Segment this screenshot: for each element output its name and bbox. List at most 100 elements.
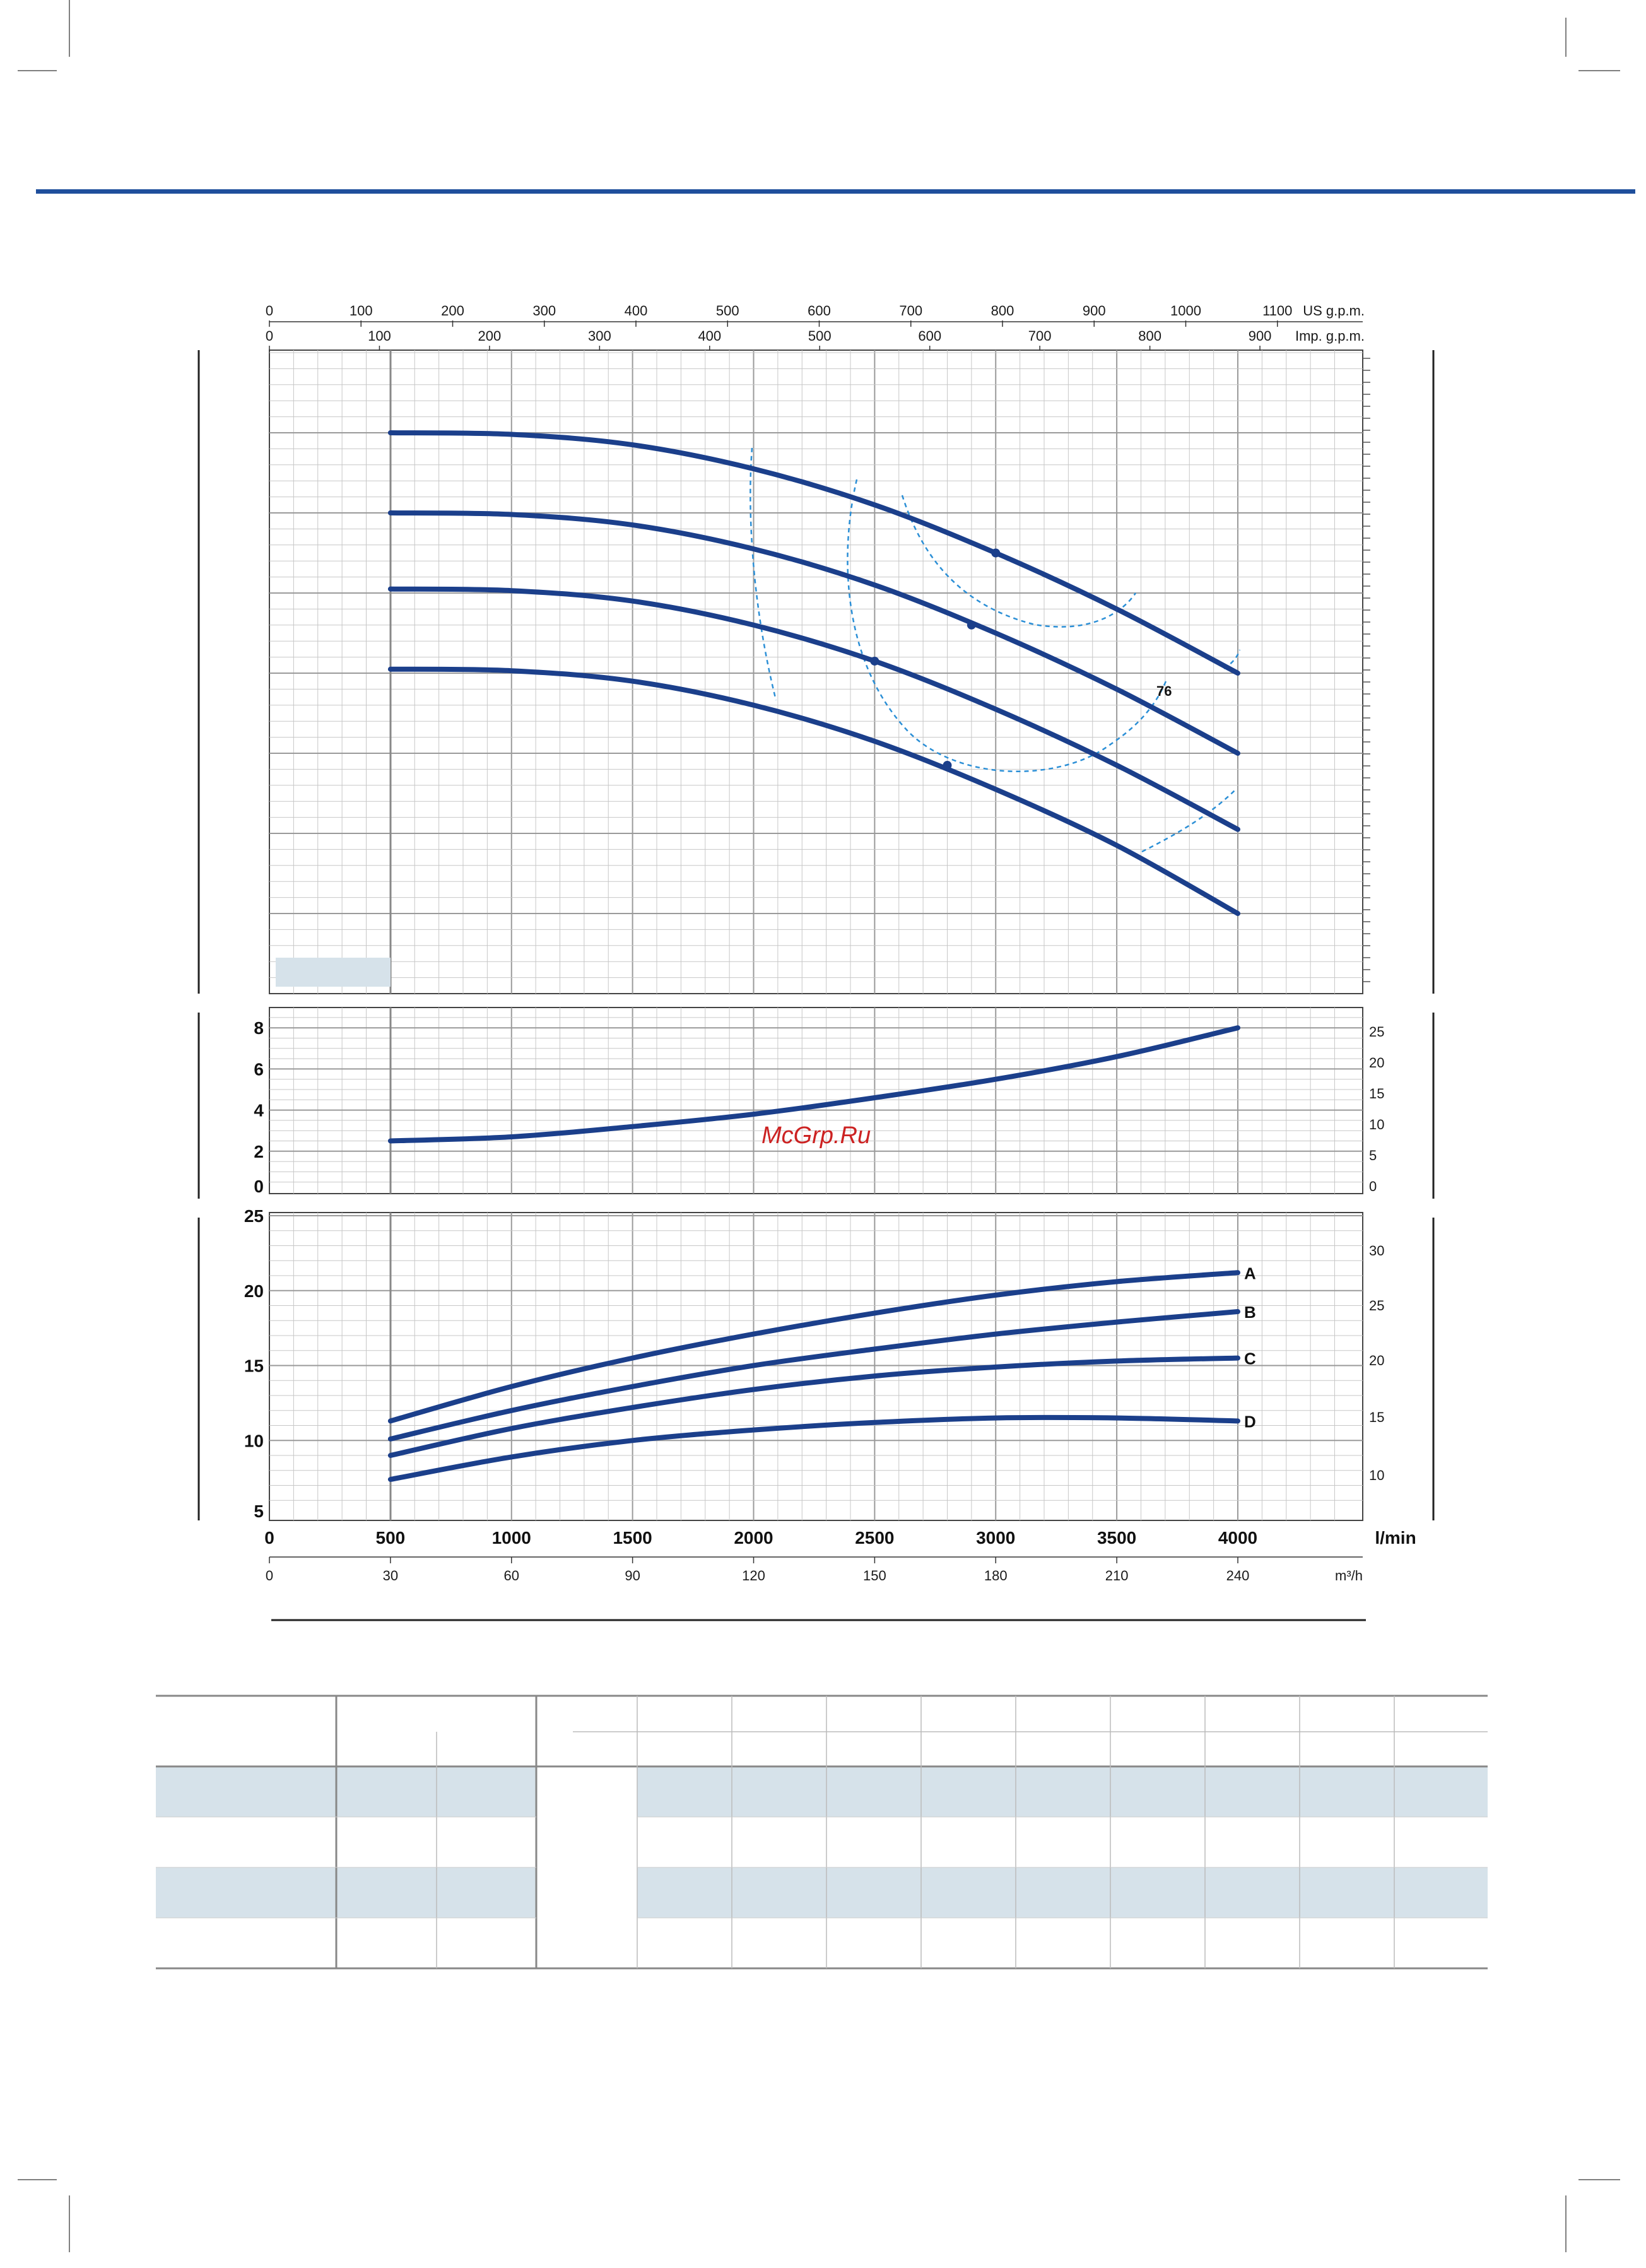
imp-gpm-tick-label: 500 <box>808 328 832 344</box>
npsh-left-tick-label: 15 <box>244 1356 264 1376</box>
power-right-tick-label: 25 <box>1369 1024 1384 1040</box>
lmin-tick-label: 2000 <box>734 1528 773 1548</box>
head-curve-4 <box>387 666 1240 916</box>
power-chart-frame <box>269 1007 1363 1194</box>
npsh-series-label: D <box>1244 1412 1256 1431</box>
lmin-tick-label: 500 <box>376 1528 406 1548</box>
lmin-tick-label: 1500 <box>613 1528 652 1548</box>
head-chart-frame <box>269 350 1363 994</box>
npsh-right-tick-label: 20 <box>1369 1353 1384 1368</box>
m3h-tick-label: 180 <box>984 1568 1008 1583</box>
m3h-tick-label: 90 <box>625 1568 640 1583</box>
efficiency-curve-4 <box>1141 788 1237 853</box>
imp-gpm-tick-label: 200 <box>478 328 502 344</box>
us-gpm-unit-label: US g.p.m. <box>1303 303 1365 319</box>
head-curve-2 <box>387 510 1240 756</box>
lmin-tick-label: 0 <box>264 1528 274 1548</box>
efficiency-curve-2 <box>847 479 1168 772</box>
m3h-tick-label: 240 <box>1226 1568 1250 1583</box>
duty-point-marker <box>943 761 952 770</box>
npsh-right-tick-label: 25 <box>1369 1298 1384 1313</box>
us-gpm-tick-label: 100 <box>350 303 373 319</box>
npsh-series-label: C <box>1244 1349 1256 1368</box>
efficiency-curve-3 <box>901 495 1137 628</box>
duty-point-marker <box>967 620 976 630</box>
lmin-tick-label: 1000 <box>492 1528 531 1548</box>
power-left-tick-label: 4 <box>254 1101 264 1120</box>
npsh-right-tick-label: 10 <box>1369 1467 1384 1483</box>
power-right-tick-label: 10 <box>1369 1117 1384 1132</box>
power-right-tick-label: 20 <box>1369 1055 1384 1071</box>
chart-curves <box>387 430 1240 1482</box>
npsh-left-tick-label: 20 <box>244 1281 264 1301</box>
npsh-series-label: A <box>1244 1264 1256 1283</box>
data-table <box>156 1695 1488 1970</box>
imp-gpm-tick-label: 0 <box>266 328 273 344</box>
npsh-curve-D <box>387 1414 1240 1482</box>
power-left-tick-label: 8 <box>254 1018 264 1038</box>
power-left-tick-label: 2 <box>254 1142 264 1161</box>
lmin-tick-label: 4000 <box>1218 1528 1257 1548</box>
power-right-tick-label: 0 <box>1369 1178 1377 1194</box>
us-gpm-tick-label: 800 <box>991 303 1014 319</box>
us-gpm-tick-label: 1100 <box>1262 303 1292 319</box>
us-gpm-tick-label: 600 <box>808 303 831 319</box>
power-right-tick-label: 15 <box>1369 1086 1384 1102</box>
m3h-unit-label: m³/h <box>1335 1568 1363 1583</box>
us-gpm-tick-label: 500 <box>716 303 739 319</box>
m3h-tick-label: 30 <box>383 1568 398 1583</box>
power-left-tick-label: 6 <box>254 1059 264 1079</box>
npsh-chart-frame <box>269 1212 1363 1521</box>
npsh-left-tick-label: 25 <box>244 1206 264 1226</box>
npsh-right-tick-label: 30 <box>1369 1243 1384 1259</box>
imp-gpm-tick-label: 900 <box>1249 328 1272 344</box>
duty-point-marker <box>991 548 1001 558</box>
lmin-tick-label: 2500 <box>855 1528 894 1548</box>
imp-gpm-tick-label: 800 <box>1138 328 1161 344</box>
imp-gpm-tick-label: 100 <box>368 328 391 344</box>
us-gpm-tick-label: 200 <box>441 303 464 319</box>
power-left-tick-label: 0 <box>254 1177 264 1196</box>
legend-placeholder-box <box>276 958 391 987</box>
power-curve <box>387 1025 1240 1144</box>
head-curve-3 <box>387 586 1240 832</box>
npsh-series-label: B <box>1244 1303 1256 1322</box>
us-gpm-tick-label: 700 <box>899 303 922 319</box>
imp-gpm-tick-label: 300 <box>588 328 611 344</box>
npsh-right-tick-label: 15 <box>1369 1409 1384 1425</box>
power-right-tick-label: 5 <box>1369 1148 1377 1163</box>
chart-grid <box>269 320 1370 1563</box>
m3h-tick-label: 60 <box>504 1568 519 1583</box>
header-rule <box>36 189 1635 194</box>
efficiency-label-76: 76 <box>1156 683 1172 699</box>
imp-gpm-tick-label: 600 <box>918 328 941 344</box>
chart-labels: 0 100 200 300 400 500 600 700 800 900 1000 1100 US g… <box>244 303 1416 1583</box>
imp-gpm-tick-label: 700 <box>1028 328 1052 344</box>
crop-marks <box>18 0 1620 2252</box>
npsh-curve-A <box>387 1270 1240 1424</box>
side-rules <box>197 350 1435 1520</box>
imp-gpm-unit-label: Imp. g.p.m. <box>1295 328 1365 344</box>
npsh-left-tick-label: 5 <box>254 1501 264 1521</box>
head-curve-1 <box>387 430 1240 676</box>
lmin-tick-label: 3500 <box>1097 1528 1136 1548</box>
us-gpm-tick-label: 0 <box>266 303 273 319</box>
us-gpm-tick-label: 400 <box>625 303 648 319</box>
npsh-curve-B <box>387 1309 1240 1442</box>
m3h-tick-label: 120 <box>742 1568 765 1583</box>
m3h-tick-label: 150 <box>863 1568 886 1583</box>
lmin-unit-label: l/min <box>1375 1528 1416 1548</box>
us-gpm-tick-label: 300 <box>532 303 556 319</box>
duty-point-marker <box>870 656 879 666</box>
watermark-text: McGrp.Ru <box>761 1122 871 1149</box>
npsh-curve-C <box>387 1355 1240 1458</box>
us-gpm-tick-label: 1000 <box>1170 303 1201 319</box>
us-gpm-tick-label: 900 <box>1083 303 1106 319</box>
m3h-tick-label: 0 <box>266 1568 273 1583</box>
lmin-tick-label: 3000 <box>976 1528 1015 1548</box>
m3h-tick-label: 210 <box>1105 1568 1129 1583</box>
efficiency-curve-1 <box>750 447 777 701</box>
npsh-left-tick-label: 10 <box>244 1431 264 1450</box>
imp-gpm-tick-label: 400 <box>698 328 721 344</box>
